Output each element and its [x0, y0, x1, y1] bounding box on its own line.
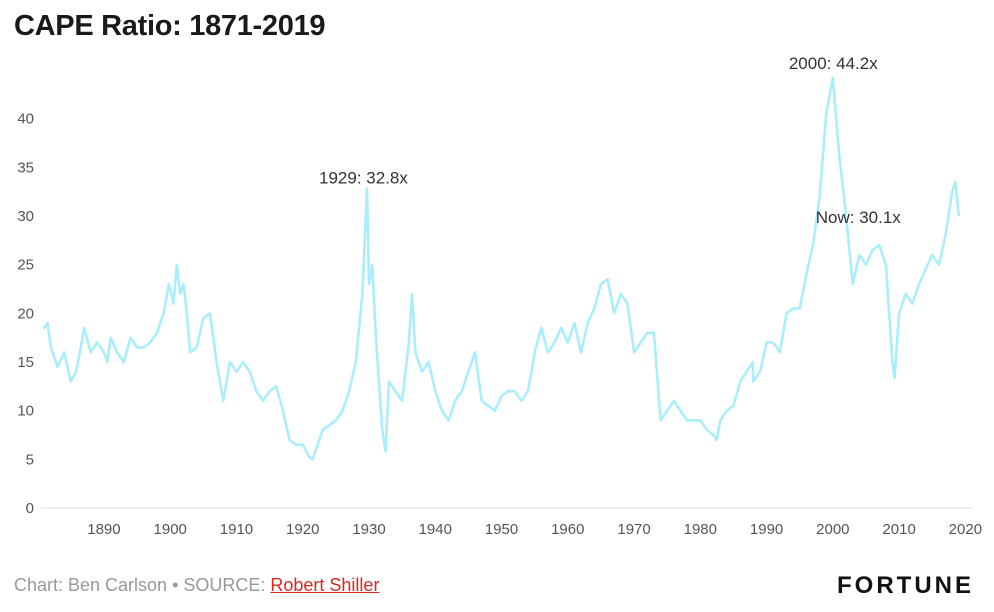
annotation-label: 2000: 44.2x — [789, 54, 878, 73]
source-link[interactable]: Robert Shiller — [270, 575, 380, 595]
y-tick-label: 35 — [17, 159, 34, 176]
chart-title: CAPE Ratio: 1871-2019 — [14, 10, 326, 42]
credit-text: Chart: Ben Carlson • SOURCE: — [14, 575, 271, 595]
x-tick-label: 1930 — [352, 521, 385, 538]
x-tick-label: 1980 — [684, 521, 717, 538]
x-tick-label: 1990 — [750, 521, 783, 538]
x-tick-label: 1950 — [485, 521, 518, 538]
x-tick-label: 1910 — [220, 521, 253, 538]
y-tick-label: 25 — [17, 257, 34, 274]
y-axis: 0 5 10 15 20 25 30 35 40 — [17, 111, 34, 517]
y-tick-label: 5 — [26, 451, 34, 468]
x-tick-label: 1920 — [286, 521, 319, 538]
y-tick-label: 0 — [26, 500, 34, 517]
y-tick-label: 30 — [17, 208, 34, 225]
annotation-label: Now: 30.1x — [816, 208, 902, 227]
y-tick-label: 15 — [17, 354, 34, 371]
x-axis: 1890 1900 1910 1920 1930 1940 1950 1960 1970 1980… — [87, 521, 982, 538]
cape-line-chart: 0 5 10 15 20 25 30 35 40 1890 1900 1910 1920 1930 194… — [17, 54, 982, 538]
footer-credit: Chart: Ben Carlson • SOURCE: Robert Shil… — [14, 575, 379, 596]
x-tick-label: 1890 — [87, 521, 120, 538]
annotation-label: 1929: 32.8x — [319, 169, 408, 188]
y-tick-label: 40 — [17, 111, 34, 128]
series-line-cape — [43, 76, 960, 461]
x-tick-label: 2010 — [882, 521, 915, 538]
x-tick-label: 2020 — [949, 521, 982, 538]
y-tick-label: 10 — [17, 403, 34, 420]
x-tick-label: 1940 — [419, 521, 452, 538]
y-tick-label: 20 — [17, 305, 34, 322]
x-tick-label: 1900 — [154, 521, 187, 538]
x-tick-label: 1970 — [617, 521, 650, 538]
annotations: 1929: 32.8x 2000: 44.2x Now: 30.1x — [319, 54, 901, 227]
x-tick-label: 1960 — [551, 521, 584, 538]
x-tick-label: 2000 — [816, 521, 849, 538]
fortune-logo: FORTUNE — [837, 572, 974, 599]
